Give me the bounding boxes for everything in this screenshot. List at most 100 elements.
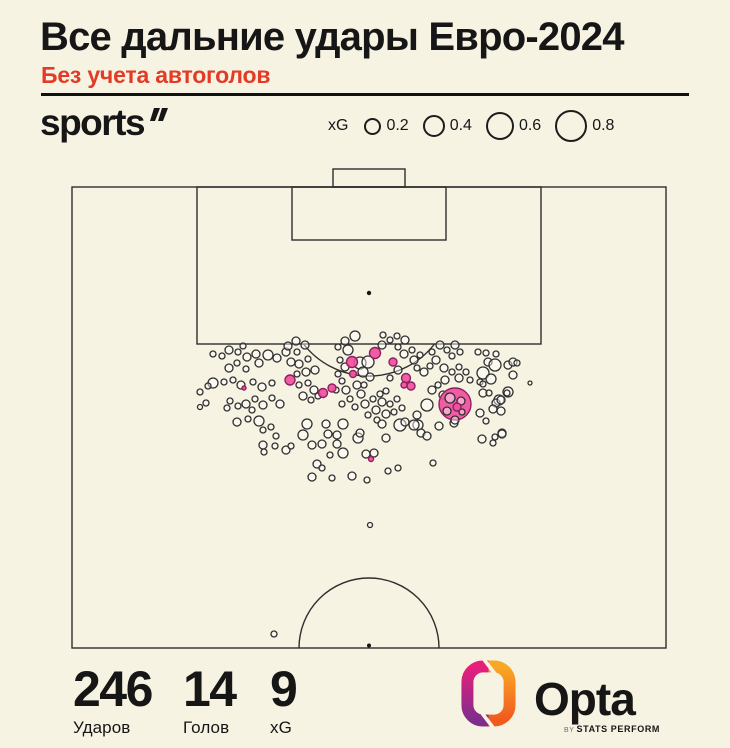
shot-marker [226,397,234,405]
shot-marker [475,408,485,418]
shot-marker [268,394,276,402]
shot-marker [307,396,315,404]
shot-marker [338,400,346,408]
shot-marker [412,410,422,420]
header-divider [41,93,689,96]
shot-marker [239,342,247,350]
goal [332,168,406,188]
shot-marker [328,474,336,482]
shot-marker [492,350,500,358]
shot-marker [485,389,493,397]
shot-marker [242,352,252,362]
shot-marker [291,336,301,346]
shot-marker [287,442,295,450]
page-subtitle: Без учета автоголов [41,62,271,88]
shot-marker [307,440,317,450]
shot-marker [251,349,261,359]
shot-marker [196,388,204,396]
sports-logo: sports [40,104,169,141]
shot-marker [382,387,390,395]
shot-marker [455,363,463,371]
shot-marker [366,521,374,529]
shot-marker [503,389,511,397]
goal-marker [317,387,329,399]
shot-marker [244,415,252,423]
shot-marker [349,330,361,342]
shot-marker [482,417,490,425]
stat-xg-label: xG [270,718,292,737]
shot-marker [202,399,210,407]
shot-marker [386,400,394,408]
xg-legend-item: 0.4 [422,115,472,137]
shot-marker [234,348,242,356]
shot-marker [268,379,276,387]
shot-marker [232,417,242,427]
penalty-box [196,186,542,345]
shot-marker [393,365,403,375]
xg-legend-value: 0.2 [386,117,409,134]
shot-marker [209,350,217,358]
xg-legend-circle-icon [555,110,588,142]
centre-circle-arc [298,577,440,649]
goal-marker [400,381,408,389]
shot-marker [352,380,362,390]
shot-marker [334,343,342,351]
shot-marker [336,356,344,364]
shot-marker [393,418,407,432]
shot-marker [426,362,434,370]
shot-marker [360,399,370,409]
shot-marker [346,395,354,403]
shot-marker [334,370,342,378]
shot-marker [271,442,279,450]
shot-marker [422,431,432,441]
shot-marker [310,365,320,375]
stat-goals: 14 Голов [183,661,237,738]
shot-marker [258,400,268,410]
shot-marker [272,353,282,363]
shot-marker [341,385,351,395]
shot-marker [431,355,441,365]
stat-xg-value: 9 [270,661,298,717]
shot-marker [361,355,375,369]
shot-marker [360,381,368,389]
shot-marker [294,359,304,369]
shot-marker [394,343,402,351]
shot-marker [272,432,280,440]
shot-marker [503,360,513,370]
shot-marker [420,398,434,412]
shot-marker [496,406,506,416]
shot-marker [488,404,498,414]
shot-marker [337,418,349,430]
shot-marker [332,430,342,440]
xg-legend: xG 0.2 0.4 0.6 0.8 [328,106,688,146]
opta-byline: BY STATS PERFORM [564,724,660,734]
shot-marker [456,348,464,356]
shot-marker [439,363,449,373]
shot-marker [502,386,514,398]
shot-marker [295,381,303,389]
shot-marker [267,423,275,431]
goal-marker [388,357,398,367]
shot-marker [400,417,410,427]
shot-marker [427,385,437,395]
shot-marker [309,385,319,395]
page-title: Все дальние удары Евро-2024 [40,15,624,59]
goal-marker [367,455,375,463]
shot-marker [381,433,391,443]
shot-marker [196,403,204,411]
shot-marker [254,358,264,368]
opta-by: BY [564,726,575,734]
goal-marker [452,402,462,412]
shot-marker [351,403,359,411]
xg-legend-item: 0.8 [555,110,614,142]
shot-marker [340,336,350,346]
stat-goals-value: 14 [183,661,237,717]
shot-marker [204,382,212,390]
shot-marker [283,341,293,351]
shot-marker [229,376,237,384]
shot-marker [497,429,507,439]
shot-marker [474,348,482,356]
shot-marker [233,359,241,367]
shot-marker [450,340,460,350]
